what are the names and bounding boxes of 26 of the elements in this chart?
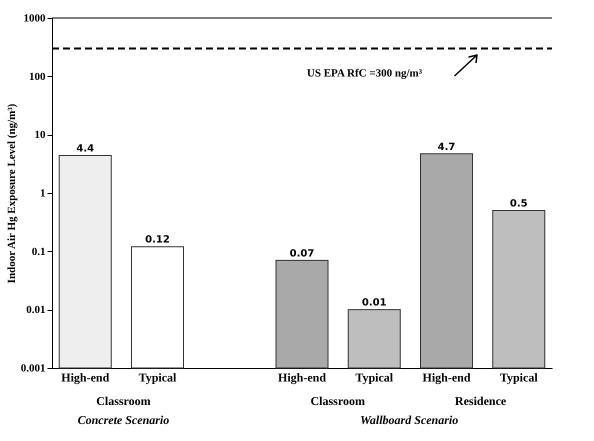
x-tick-label: Typical bbox=[355, 370, 394, 384]
text: Wallboard Scenario bbox=[360, 413, 458, 427]
text: Classroom bbox=[96, 394, 151, 408]
text: Residence bbox=[454, 394, 507, 408]
y-tick-label: 100 bbox=[29, 70, 46, 83]
y-axis-title: Indoor Air Hg Exposure Level (ng/m³) bbox=[6, 103, 18, 284]
y-tick-label: 0.001 bbox=[20, 362, 46, 374]
x-tick-label: Typical bbox=[500, 370, 538, 384]
y-tick-label: 1 bbox=[40, 188, 46, 200]
data-label: 0.12 bbox=[145, 234, 170, 246]
y-tick-label: 10 bbox=[34, 129, 46, 142]
text: Concrete Scenario bbox=[78, 413, 170, 427]
y-tick-label: 0.01 bbox=[26, 304, 46, 316]
x-tick-label: High-end bbox=[422, 370, 471, 384]
x-tick-label: High-end bbox=[61, 370, 110, 384]
y-tick-label: 1000 bbox=[24, 12, 46, 24]
ref-line-label: US EPA RfC =300 ng/m³ bbox=[306, 68, 423, 80]
x-tick-label: Typical bbox=[138, 370, 178, 384]
x-tick-label: High-end bbox=[278, 370, 326, 384]
data-label: 0.5 bbox=[510, 198, 528, 210]
data-label: 4.4 bbox=[76, 143, 94, 154]
data-label: 0.01 bbox=[362, 298, 387, 309]
y-tick-label: 0.1 bbox=[32, 246, 46, 258]
data-label: 0.07 bbox=[290, 248, 314, 260]
data-label: 4.7 bbox=[438, 142, 456, 153]
text: Classroom bbox=[310, 394, 365, 408]
